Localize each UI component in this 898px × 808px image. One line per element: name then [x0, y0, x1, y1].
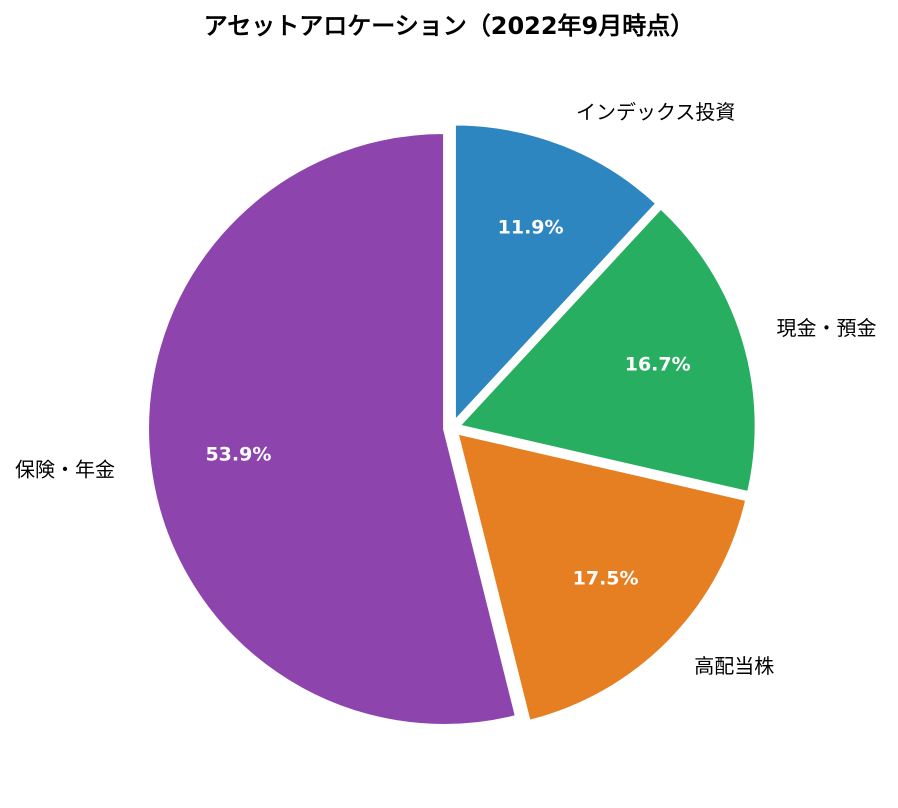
pie-slice-3	[456, 432, 748, 722]
pie-slices	[147, 123, 757, 726]
slice-percentage-label: 17.5%	[573, 568, 639, 590]
slice-percentage-label: 53.9%	[205, 443, 271, 465]
slice-category-label: 高配当株	[694, 654, 774, 678]
pie-slice-2	[457, 207, 757, 494]
percentage-labels: 11.9% 16.7% 17.5% 53.9%	[205, 217, 690, 590]
slice-category-label: 保険・年金	[15, 458, 115, 482]
slice-category-label: 現金・預金	[777, 316, 877, 340]
slice-percentage-label: 16.7%	[625, 354, 691, 376]
slice-category-label: インデックス投資	[576, 100, 735, 124]
pie-slice-4	[147, 131, 518, 726]
slice-percentage-label: 11.9%	[498, 217, 564, 239]
chart-title: アセットアロケーション（2022年9月時点）	[204, 12, 695, 40]
pie-slice-1	[453, 123, 658, 424]
